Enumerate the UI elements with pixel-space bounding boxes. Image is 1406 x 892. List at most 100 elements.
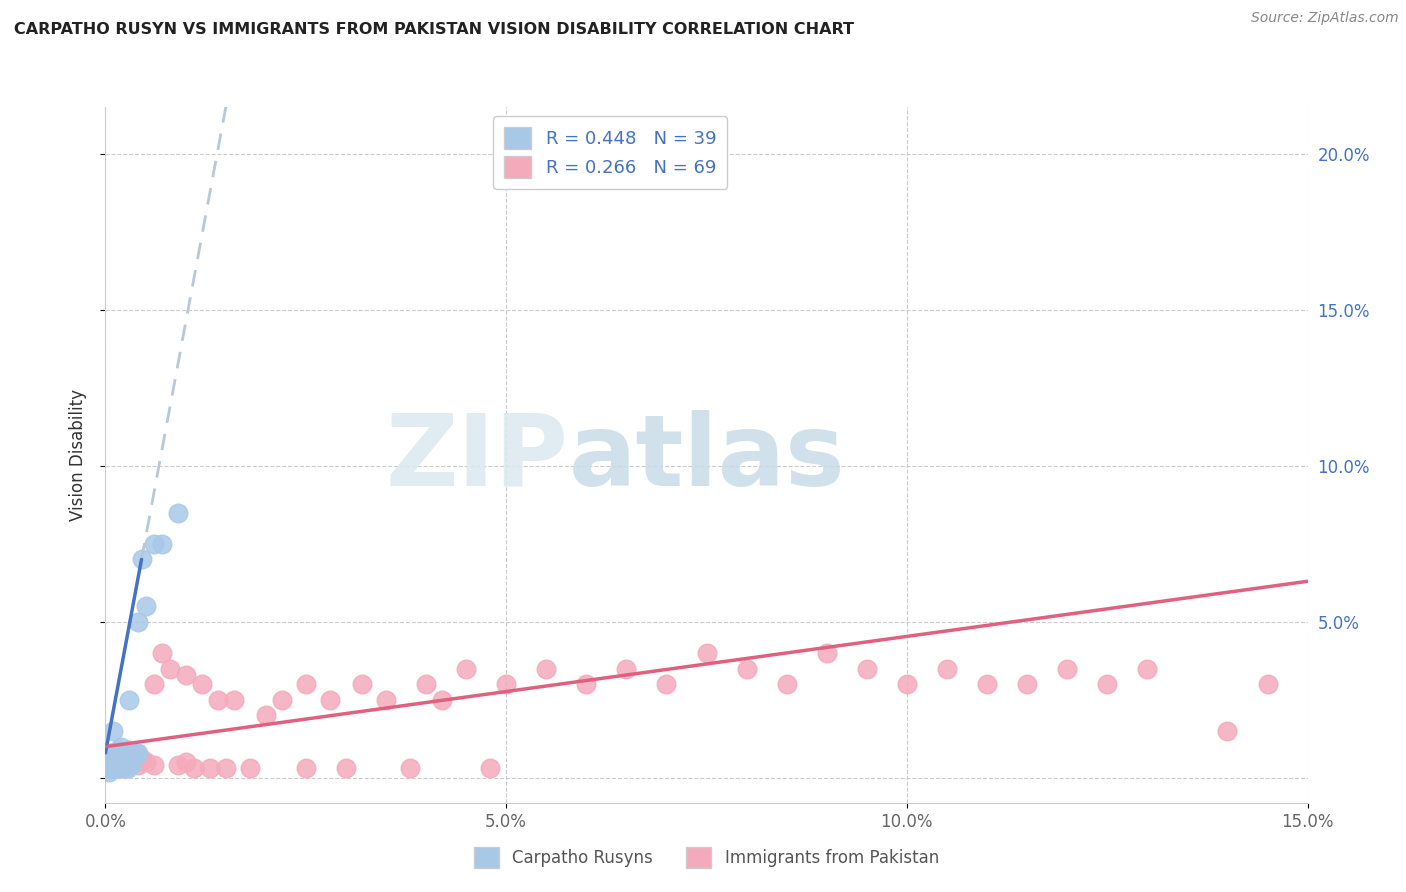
Point: [479, 762, 502, 776]
Point: [150, 537, 173, 551]
Point: [100, 762, 122, 776]
Point: [112, 749, 135, 764]
Point: [101, 752, 124, 766]
Y-axis label: Vision Disability: Vision Disability: [69, 389, 87, 521]
Point: [239, 762, 262, 776]
Point: [110, 749, 132, 764]
Point: [350, 677, 373, 691]
Point: [399, 762, 422, 776]
Point: [222, 693, 245, 707]
Point: [115, 756, 138, 770]
Point: [150, 646, 173, 660]
Point: [127, 746, 149, 760]
Point: [174, 756, 197, 770]
Point: [108, 749, 131, 764]
Point: [575, 677, 598, 691]
Point: [103, 749, 125, 764]
Point: [110, 752, 132, 766]
Point: [198, 762, 221, 776]
Point: [98, 762, 121, 776]
Point: [101, 746, 124, 760]
Point: [131, 752, 153, 766]
Text: ZIP: ZIP: [385, 410, 568, 507]
Point: [98, 758, 121, 772]
Legend: Carpatho Rusyns, Immigrants from Pakistan: Carpatho Rusyns, Immigrants from Pakista…: [467, 841, 946, 874]
Point: [122, 749, 145, 764]
Text: Source: ZipAtlas.com: Source: ZipAtlas.com: [1251, 11, 1399, 25]
Point: [166, 506, 188, 520]
Point: [114, 756, 136, 770]
Point: [319, 693, 342, 707]
Point: [100, 749, 122, 764]
Point: [104, 756, 127, 770]
Point: [103, 724, 125, 739]
Point: [142, 758, 165, 772]
Point: [454, 662, 477, 676]
Point: [118, 743, 141, 757]
Text: CARPATHO RUSYN VS IMMIGRANTS FROM PAKISTAN VISION DISABILITY CORRELATION CHART: CARPATHO RUSYN VS IMMIGRANTS FROM PAKIST…: [14, 22, 853, 37]
Point: [97, 758, 120, 772]
Point: [254, 708, 277, 723]
Point: [295, 677, 318, 691]
Point: [534, 662, 557, 676]
Point: [117, 762, 139, 776]
Point: [127, 758, 149, 772]
Point: [104, 752, 127, 766]
Point: [104, 762, 127, 776]
Point: [1056, 662, 1078, 676]
Point: [936, 662, 959, 676]
Point: [142, 677, 165, 691]
Point: [125, 746, 148, 760]
Point: [103, 746, 125, 760]
Point: [616, 662, 638, 676]
Point: [1097, 677, 1119, 691]
Point: [104, 762, 127, 776]
Point: [98, 756, 121, 770]
Point: [108, 752, 131, 766]
Point: [135, 599, 157, 614]
Point: [295, 762, 318, 776]
Point: [101, 756, 124, 770]
Point: [135, 756, 157, 770]
Point: [98, 749, 121, 764]
Point: [335, 762, 357, 776]
Point: [107, 758, 129, 772]
Point: [655, 677, 678, 691]
Point: [120, 756, 142, 770]
Point: [174, 668, 197, 682]
Point: [374, 693, 398, 707]
Point: [976, 677, 998, 691]
Point: [122, 752, 145, 766]
Point: [96, 752, 118, 766]
Point: [112, 762, 135, 776]
Point: [118, 693, 141, 707]
Point: [97, 756, 120, 770]
Point: [183, 762, 205, 776]
Point: [100, 752, 122, 766]
Point: [1216, 724, 1239, 739]
Point: [98, 764, 121, 779]
Point: [127, 615, 149, 629]
Point: [112, 758, 135, 772]
Point: [107, 746, 129, 760]
Point: [107, 743, 129, 757]
Point: [107, 756, 129, 770]
Point: [97, 746, 120, 760]
Point: [1257, 677, 1279, 691]
Point: [207, 693, 229, 707]
Point: [114, 762, 136, 776]
Point: [107, 749, 129, 764]
Point: [735, 662, 758, 676]
Point: [97, 762, 120, 776]
Point: [430, 693, 453, 707]
Point: [131, 552, 153, 566]
Text: atlas: atlas: [568, 410, 845, 507]
Point: [120, 758, 142, 772]
Point: [190, 677, 212, 691]
Point: [815, 646, 838, 660]
Point: [142, 537, 165, 551]
Point: [101, 758, 124, 772]
Point: [415, 677, 437, 691]
Point: [1136, 662, 1159, 676]
Point: [166, 758, 188, 772]
